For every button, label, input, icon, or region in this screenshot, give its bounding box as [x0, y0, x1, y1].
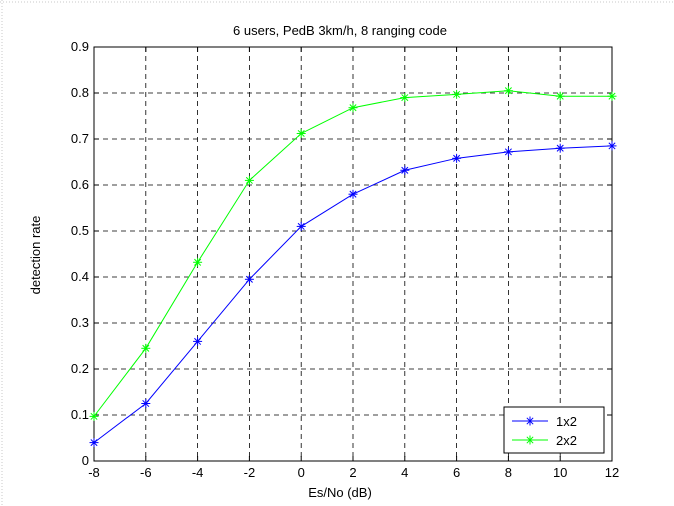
data-point-1x2: [89, 438, 99, 448]
data-point-2x2: [452, 89, 462, 99]
x-tick-label: -6: [140, 465, 152, 480]
data-point-2x2: [555, 91, 565, 101]
x-tick-label: 10: [553, 465, 567, 480]
y-tick-label: 0.7: [71, 131, 89, 146]
data-point-2x2: [141, 343, 151, 353]
data-point-2x2: [400, 93, 410, 103]
y-tick-label: 0.4: [71, 269, 89, 284]
legend-label-2x2: 2x2: [556, 433, 577, 448]
data-point-1x2: [193, 336, 203, 346]
y-tick-label: 0.9: [71, 39, 89, 54]
x-tick-label: -4: [192, 465, 204, 480]
x-tick-label: 4: [401, 465, 408, 480]
data-point-1x2: [141, 399, 151, 408]
y-tick-label: 0: [82, 453, 89, 468]
x-tick-label: -8: [88, 465, 100, 480]
x-tick-label: -2: [244, 465, 256, 480]
data-point-1x2: [607, 141, 617, 151]
data-point-1x2: [503, 147, 513, 157]
data-point-2x2: [89, 411, 99, 421]
data-point-2x2: [193, 257, 203, 267]
plot-area: -8 -6 -4 -2 0 2 4 6 8 10 12 0 0.1 0.2 0.3 0.4 0.5 0.6 0.7 0…: [71, 39, 619, 480]
data-point-2x2: [244, 175, 254, 185]
legend-box: [503, 406, 605, 454]
data-point-2x2: [607, 91, 617, 101]
data-point-1x2: [348, 189, 358, 199]
data-point-1x2: [452, 153, 462, 163]
data-point-1x2: [400, 165, 410, 175]
x-tick-label: 12: [605, 465, 619, 480]
data-point-1x2: [244, 274, 254, 284]
data-point-2x2: [348, 103, 358, 113]
x-tick-label: 0: [298, 465, 305, 480]
data-point-2x2: [503, 86, 513, 96]
data-point-1x2: [296, 221, 306, 231]
x-tick-label: 2: [349, 465, 356, 480]
legend-label-1x2: 1x2: [556, 414, 577, 429]
y-tick-label: 0.5: [71, 223, 89, 238]
y-tick-label: 0.1: [71, 407, 89, 422]
y-tick-label: 0.6: [71, 177, 89, 192]
y-tick-label: 0.8: [71, 85, 89, 100]
legend-marker-2x2: [525, 435, 535, 445]
x-axis-label: Es/No (dB): [308, 485, 372, 500]
y-axis-label: detection rate: [28, 216, 43, 295]
y-tick-label: 0.2: [71, 361, 89, 376]
legend-marker-1x2: [525, 416, 535, 426]
x-tick-label: 8: [505, 465, 512, 480]
data-point-2x2: [296, 128, 306, 138]
y-tick-label: 0.3: [71, 315, 89, 330]
x-tick-label: 6: [453, 465, 460, 480]
chart-title: 6 users, PedB 3km/h, 8 ranging code: [233, 23, 447, 38]
data-point-1x2: [555, 143, 565, 153]
